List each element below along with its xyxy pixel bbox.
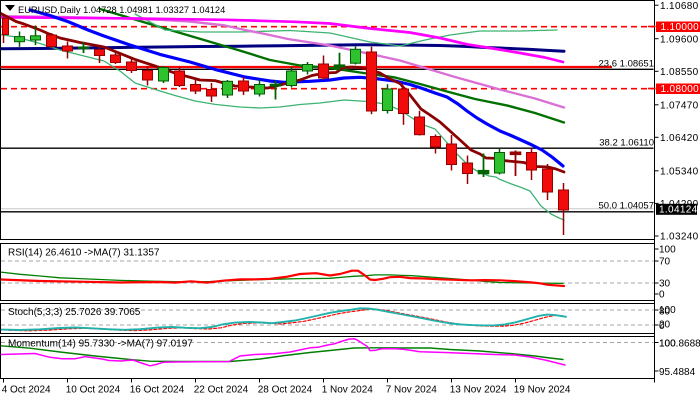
svg-text:70: 70 — [659, 257, 671, 268]
svg-text:100: 100 — [659, 245, 676, 256]
svg-text:1.04124: 1.04124 — [659, 205, 698, 216]
svg-text:1.07470: 1.07470 — [660, 101, 699, 112]
svg-text:1.03240: 1.03240 — [660, 232, 699, 243]
svg-text:1.08000: 1.08000 — [661, 84, 700, 95]
svg-text:10 Oct 2024: 10 Oct 2024 — [66, 384, 121, 395]
svg-text:23.6 1.08651: 23.6 1.08651 — [599, 59, 654, 70]
svg-text:16 Oct 2024: 16 Oct 2024 — [130, 384, 185, 395]
svg-text:EURUSD,Daily 1.04728 1.04981: EURUSD,Daily 1.04728 1.04981 1.03327 1.0… — [18, 5, 225, 15]
svg-text:1.10000: 1.10000 — [661, 22, 700, 33]
svg-text:38.2 1.06110: 38.2 1.06110 — [599, 138, 654, 149]
svg-text:19 Nov 2024: 19 Nov 2024 — [514, 384, 571, 395]
svg-text:13 Nov 2024: 13 Nov 2024 — [450, 384, 507, 395]
svg-text:80: 80 — [659, 307, 671, 318]
svg-text:30: 30 — [659, 279, 671, 290]
svg-text:100.8688: 100.8688 — [659, 338, 700, 349]
svg-text:Momentum(14) 95.7330 ->MA(7): Momentum(14) 95.7330 ->MA(7) 97.0197 — [8, 339, 193, 350]
svg-text:RSI(14) 26.4610 ->MA(7) 31.13: RSI(14) 26.4610 ->MA(7) 31.1357 — [8, 248, 160, 259]
svg-text:0: 0 — [659, 321, 665, 332]
svg-text:0: 0 — [659, 290, 665, 301]
svg-text:1.09600: 1.09600 — [660, 34, 699, 45]
svg-text:22 Oct 2024: 22 Oct 2024 — [194, 384, 249, 395]
svg-text:1 Nov 2024: 1 Nov 2024 — [322, 384, 374, 395]
svg-text:1.10680: 1.10680 — [660, 1, 699, 12]
svg-text:1.08550: 1.08550 — [660, 67, 699, 78]
svg-text:95.4884: 95.4884 — [659, 367, 696, 378]
svg-text:20: 20 — [659, 320, 671, 331]
svg-text:100: 100 — [659, 305, 676, 316]
svg-text:4 Oct 2024: 4 Oct 2024 — [2, 384, 51, 395]
svg-text:50.0 1.04057: 50.0 1.04057 — [599, 200, 654, 211]
svg-text:Stoch(5,3,3) 25.7026 39.7065: Stoch(5,3,3) 25.7026 39.7065 — [8, 307, 141, 318]
svg-text:7 Nov 2024: 7 Nov 2024 — [386, 384, 438, 395]
svg-text:1.06420: 1.06420 — [660, 133, 699, 144]
svg-text:28 Oct 2024: 28 Oct 2024 — [258, 384, 313, 395]
svg-text:1.05340: 1.05340 — [660, 167, 699, 178]
svg-text:100: 100 — [659, 338, 676, 349]
